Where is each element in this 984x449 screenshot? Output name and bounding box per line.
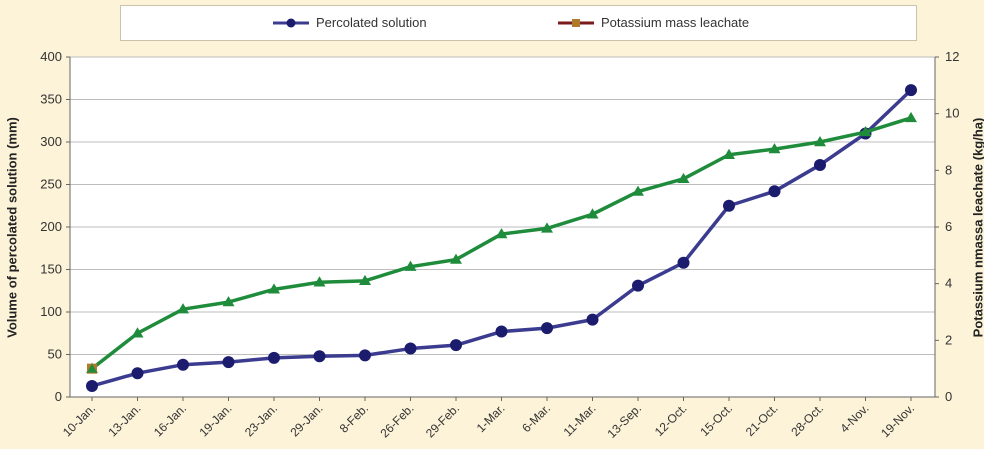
data-point-1: [768, 143, 781, 154]
x-tick-label: 12-Oct.: [652, 401, 690, 439]
y-tick-label-left: 350: [40, 92, 62, 107]
data-point-0: [768, 185, 781, 198]
legend-label-percolated: Percolated solution: [316, 15, 427, 30]
x-tick-label: 11-Mar.: [561, 401, 599, 439]
data-point-1: [177, 303, 189, 314]
data-point-0: [723, 199, 735, 212]
x-tick-label: 10-Jan.: [60, 401, 98, 439]
y-tick-label-left: 400: [40, 49, 62, 64]
y-tick-label-left: 50: [48, 347, 62, 362]
x-tick-label: 23-Jan.: [242, 401, 280, 439]
data-point-1: [905, 111, 917, 123]
data-point-1: [268, 283, 280, 294]
data-point-1: [450, 253, 462, 264]
y-tick-label-right: 12: [945, 49, 959, 64]
legend-swatch-potassium: [558, 19, 594, 27]
y-tick-label-left: 150: [40, 262, 62, 277]
data-point-0: [450, 339, 462, 352]
y-tick-label-right: 0: [945, 389, 952, 404]
data-point-1: [222, 296, 235, 307]
data-point-0: [541, 322, 553, 335]
x-tick-label: 29-Feb.: [423, 401, 462, 440]
y-tick-label-right: 2: [945, 332, 952, 347]
x-tick-label: 6-Mar.: [519, 401, 553, 435]
data-point-1: [359, 274, 371, 286]
data-point-1: [677, 172, 690, 184]
y-tick-label-right: 10: [945, 106, 959, 121]
data-point-1: [632, 185, 644, 196]
x-tick-label: 13-Jan.: [105, 401, 143, 439]
data-point-0: [268, 351, 280, 364]
data-point-1-start-triangle: [87, 363, 97, 373]
data-point-0: [359, 349, 371, 362]
data-point-1: [814, 136, 826, 147]
data-point-0: [177, 358, 189, 371]
data-point-1: [859, 126, 872, 137]
y-tick-label-right: 4: [945, 276, 952, 291]
data-point-0: [404, 342, 417, 355]
x-tick-label: 16-Jan.: [151, 401, 189, 439]
y-tick-label-left: 300: [40, 134, 62, 149]
data-point-1: [541, 222, 553, 233]
x-tick-label: 21-Oct.: [743, 401, 781, 439]
data-point-0: [814, 158, 826, 171]
legend-label-potassium: Potassium mass leachate: [601, 15, 750, 30]
y-tick-label-right: 6: [945, 219, 952, 234]
data-point-0: [677, 256, 690, 269]
x-tick-label: 4-Nov.: [837, 401, 871, 435]
y-tick-label-left: 250: [40, 177, 62, 192]
y-tick-label-right: 8: [945, 162, 952, 177]
x-tick-label: 26-Feb.: [377, 401, 416, 440]
x-tick-label: 28-Oct.: [788, 401, 826, 439]
x-tick-label: 19-Jan.: [196, 401, 234, 439]
data-point-0: [313, 350, 326, 363]
x-tick-label: 19-Nov.: [878, 401, 917, 440]
data-point-0: [131, 367, 144, 380]
data-point-1: [313, 276, 326, 287]
legend-swatch-percolated: [273, 18, 309, 28]
data-point-1: [495, 228, 508, 239]
data-point-1: [586, 208, 599, 219]
data-point-0: [586, 313, 599, 326]
data-point-1: [723, 148, 735, 159]
data-point-0: [495, 325, 508, 338]
data-point-0: [905, 84, 917, 97]
data-point-0: [632, 279, 644, 292]
data-point-1: [131, 327, 144, 338]
y-tick-label-left: 0: [55, 389, 62, 404]
legend: Percolated solution Potassium mass leach…: [120, 5, 917, 41]
y-tick-label-left: 100: [40, 304, 62, 319]
data-point-1: [404, 260, 417, 271]
x-tick-label: 1-Mar.: [474, 401, 508, 435]
x-tick-label: 29-Jan.: [287, 401, 325, 439]
x-tick-label: 8-Feb.: [337, 401, 371, 435]
x-tick-label: 13-Sep.: [605, 401, 645, 441]
x-tick-label: 15-Oct.: [697, 401, 735, 439]
y-tick-label-left: 200: [40, 219, 62, 234]
data-point-0: [222, 356, 235, 369]
data-point-0: [86, 379, 98, 392]
